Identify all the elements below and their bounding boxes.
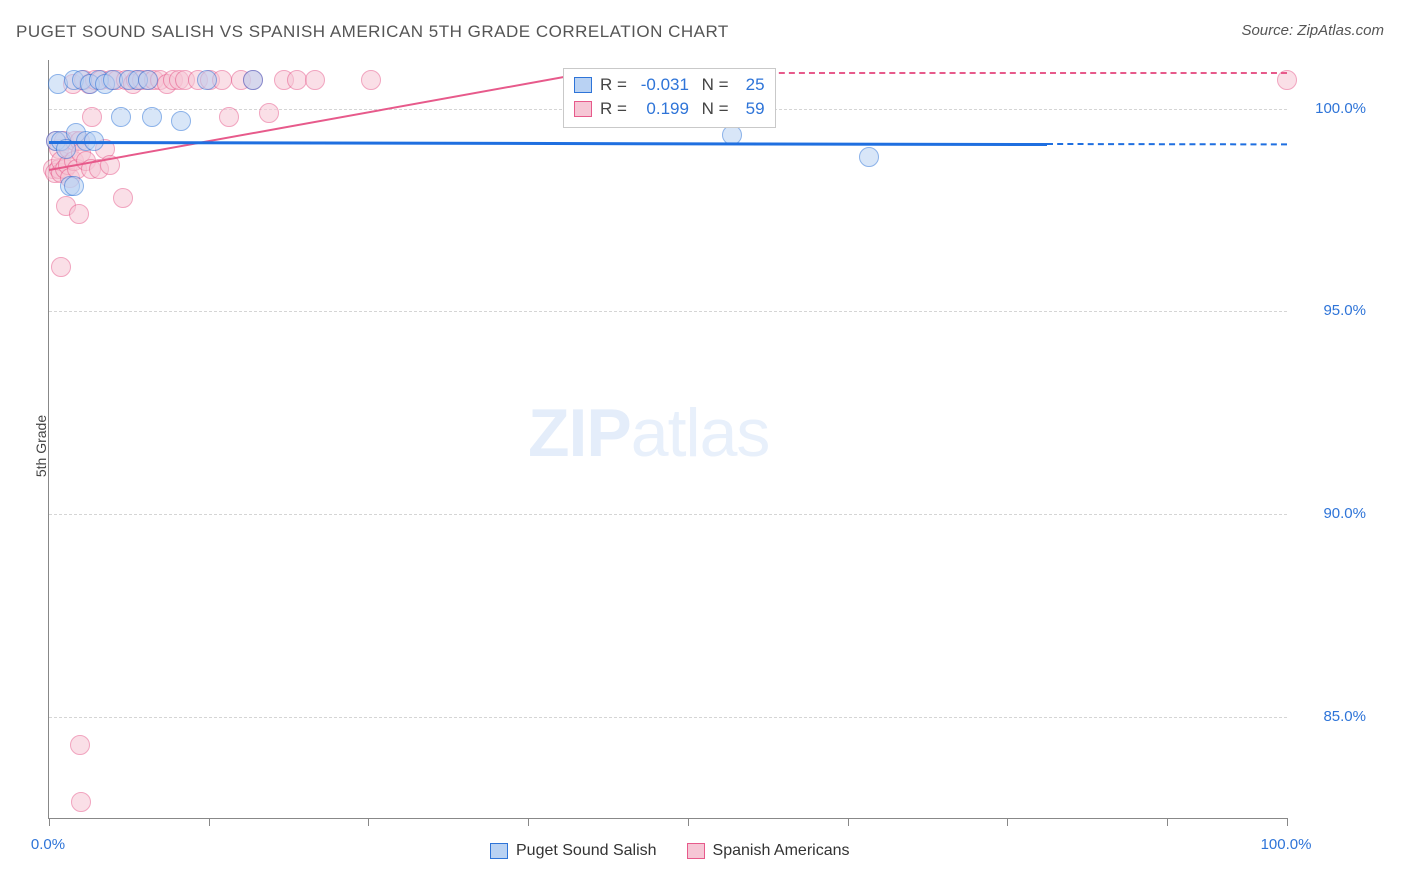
x-tick	[1287, 818, 1288, 826]
scatter-point-pink	[287, 70, 307, 90]
x-tick	[688, 818, 689, 826]
legend-item-pink: Spanish Americans	[687, 842, 850, 860]
scatter-point-blue	[243, 70, 263, 90]
scatter-point-pink	[361, 70, 381, 90]
scatter-point-pink	[113, 188, 133, 208]
scatter-point-blue	[142, 107, 162, 127]
scatter-point-blue	[171, 111, 191, 131]
x-tick	[1007, 818, 1008, 826]
stat-label: R =	[600, 75, 627, 95]
trend-line	[49, 141, 1047, 146]
swatch-pink	[687, 843, 705, 859]
x-tick	[848, 818, 849, 826]
plot-area: ZIPatlas	[48, 60, 1287, 819]
stat-label: N =	[697, 75, 729, 95]
swatch-blue	[574, 77, 592, 93]
stat-n-pink: 59	[737, 99, 765, 119]
scatter-point-blue	[111, 107, 131, 127]
scatter-point-pink	[305, 70, 325, 90]
legend-label-pink: Spanish Americans	[713, 842, 850, 860]
y-tick-label: 95.0%	[1296, 302, 1366, 319]
watermark-light: atlas	[631, 395, 770, 471]
scatter-point-blue	[64, 176, 84, 196]
stat-row-pink: R = 0.199 N = 59	[574, 97, 765, 121]
y-tick-label: 85.0%	[1296, 708, 1366, 725]
y-tick-label: 100.0%	[1296, 100, 1366, 117]
stat-label: R =	[600, 99, 627, 119]
stat-r-blue: -0.031	[635, 75, 689, 95]
swatch-blue	[490, 843, 508, 859]
watermark: ZIPatlas	[528, 394, 769, 472]
stat-r-pink: 0.199	[635, 99, 689, 119]
y-tick-label: 90.0%	[1296, 505, 1366, 522]
gridline-h	[49, 311, 1287, 312]
scatter-point-pink	[82, 107, 102, 127]
trend-line-dashed	[1047, 143, 1287, 145]
scatter-point-pink	[51, 257, 71, 277]
legend-label-blue: Puget Sound Salish	[516, 842, 657, 860]
x-tick	[49, 818, 50, 826]
x-tick	[368, 818, 369, 826]
gridline-h	[49, 514, 1287, 515]
scatter-point-pink	[69, 204, 89, 224]
scatter-point-pink	[219, 107, 239, 127]
x-tick	[528, 818, 529, 826]
scatter-point-pink	[70, 735, 90, 755]
swatch-pink	[574, 101, 592, 117]
correlation-stat-box: R = -0.031 N = 25 R = 0.199 N = 59	[563, 68, 776, 128]
x-tick	[209, 818, 210, 826]
scatter-point-blue	[859, 147, 879, 167]
x-tick	[1167, 818, 1168, 826]
x-tick-label: 0.0%	[8, 836, 88, 853]
scatter-point-pink	[259, 103, 279, 123]
source-attribution: Source: ZipAtlas.com	[1241, 22, 1384, 39]
footer-legend: Puget Sound Salish Spanish Americans	[490, 842, 850, 860]
chart-title: PUGET SOUND SALISH VS SPANISH AMERICAN 5…	[16, 22, 729, 42]
legend-item-blue: Puget Sound Salish	[490, 842, 657, 860]
stat-label: N =	[697, 99, 729, 119]
scatter-point-pink	[71, 792, 91, 812]
watermark-bold: ZIP	[528, 395, 631, 471]
y-axis-label: 5th Grade	[33, 415, 49, 477]
gridline-h	[49, 717, 1287, 718]
stat-row-blue: R = -0.031 N = 25	[574, 73, 765, 97]
x-tick-label: 100.0%	[1246, 836, 1326, 853]
stat-n-blue: 25	[737, 75, 765, 95]
